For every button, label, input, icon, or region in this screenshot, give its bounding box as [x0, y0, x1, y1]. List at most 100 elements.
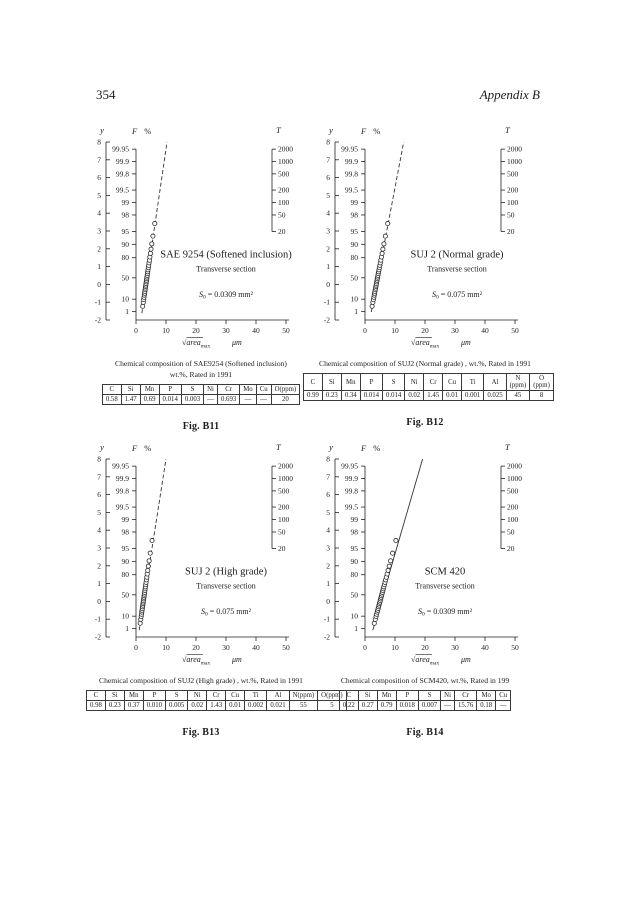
tick-label: 200 [278, 186, 290, 195]
page-number: 354 [96, 87, 116, 102]
tick-label: 95 [351, 227, 359, 236]
tick-label: 99 [351, 198, 359, 207]
table-cell: 15.76 [453, 700, 478, 712]
table-row: 0.98 0.23 0.37 0.010 0.005 0.02 1.43 0.01 0.002 0… [86, 700, 347, 712]
tick-label: 3 [326, 544, 330, 553]
figure-b11: 8 7 6 5 4 3 2 1 0 -1 -2 99.95 99.9 99.8 99.5 99 98 95 90 80… [86, 120, 316, 432]
tick-label: 1 [326, 579, 330, 588]
data-point [393, 538, 399, 544]
tick-label: 1 [125, 307, 129, 316]
data-point [148, 246, 154, 252]
tick-label: -2 [324, 633, 330, 642]
table-caption-b13: Chemical composition of SUJ2 (High grade… [86, 675, 316, 686]
table-caption-b14: Chemical composition of SCM420, wt.%, Ra… [303, 675, 547, 686]
series-subtitle: Transverse section [415, 582, 474, 591]
tick-label: 0 [97, 597, 101, 606]
composition-table: C Si Mn P S Ni Cr Cu Ti Al N (ppm) O (ppm) 0.99 0.23 0… [303, 372, 554, 402]
tick-label: 20 [507, 227, 515, 236]
tick-label: 0 [363, 643, 367, 652]
tick-label: 90 [122, 240, 130, 249]
tick-label: 3 [97, 227, 101, 236]
table-header-cell: Ni [187, 689, 208, 702]
series-title: SUJ 2 (Normal grade) [410, 249, 504, 260]
tick-label: 10 [391, 326, 399, 335]
table-header-cell: Cr [206, 689, 227, 702]
tick-label: 8 [97, 455, 101, 464]
table-header-cell: S [417, 689, 442, 702]
tick-label: -1 [95, 615, 101, 624]
tick-label: 0 [363, 326, 367, 335]
data-points [369, 221, 391, 309]
tick-label: 500 [278, 486, 290, 495]
tick-label: 20 [421, 643, 429, 652]
tick-label: 20 [278, 544, 286, 553]
tick-label: 1 [97, 579, 101, 588]
table-header-cell: Ni [203, 383, 218, 396]
table-row: C Si Mn P S Ni Cr Cu Ti Al N (ppm) O (ppm) [303, 372, 554, 392]
tick-label: 98 [122, 210, 130, 219]
table-cell: 0.98 [86, 700, 106, 712]
data-point [379, 250, 385, 256]
data-point [145, 563, 151, 569]
table-header-cell: Cu [495, 689, 512, 702]
tick-label: 7 [326, 472, 330, 481]
tick-label: 99.8 [345, 169, 358, 178]
tick-label: 2000 [507, 145, 522, 154]
tick-label: 8 [326, 138, 330, 147]
tick-label: 0 [134, 326, 138, 335]
table-cell: 0.002 [244, 700, 268, 712]
tick-label: 6 [97, 173, 101, 182]
tick-label: 99.9 [345, 157, 358, 166]
composition-table: C Si Mn P S Ni Cr Mo Cu 0.22 0.27 0.79 0.018 0.007—15… [338, 689, 512, 712]
tick-label: 50 [122, 273, 130, 282]
table-cell: 0.58 [101, 394, 122, 406]
data-point [149, 241, 155, 247]
composition-table-b13: C Si Mn P S Ni Cr Cu Ti Al N(ppm) O(ppm) 0.98 0.23 0.3… [86, 689, 347, 712]
tick-label: 99.95 [341, 462, 358, 471]
tick-label: 98 [351, 527, 359, 536]
series-title: SCM 420 [425, 566, 466, 577]
table-header-cell: N (ppm) [505, 372, 531, 392]
composition-table-b11: C Si Mn P S Ni Cr Mo Cu O(ppm) 0.58 1.47 0.69 0.014 0.… [86, 383, 316, 406]
tick-label: 2 [326, 561, 330, 570]
tick-label: 5 [326, 508, 330, 517]
tick-label: 5 [97, 191, 101, 200]
tick-label: 1000 [278, 474, 293, 483]
composition-table: C Si Mn P S Ni Cr Cu Ti Al N(ppm) O(ppm) 0.98 0.23 0.3… [86, 689, 347, 712]
data-points [137, 538, 155, 626]
table-header-cell: C [303, 372, 323, 392]
tick-label: 1 [354, 307, 358, 316]
tick-label: 10 [351, 612, 359, 621]
tick-label: 20 [278, 227, 286, 236]
y-axis-title: y [99, 442, 104, 452]
tick-label: 50 [278, 527, 286, 536]
series-subtitle: Transverse section [196, 265, 255, 274]
tick-label: 2 [326, 244, 330, 253]
axes [105, 458, 289, 641]
caption-line: wt.%, Rated in 1991 [169, 370, 233, 379]
tick-label: 80 [122, 253, 130, 262]
table-cell: 0.014 [158, 394, 182, 406]
table-caption-b11: Chemical composition of SAE9254 (Softene… [86, 358, 316, 380]
tick-label: 80 [351, 570, 359, 579]
tick-label: 100 [507, 198, 519, 207]
table-header-cell: Si [104, 689, 125, 702]
table-header-cell: Mn [376, 689, 397, 702]
x-axis-unit: μm [231, 655, 242, 664]
table-cell: 0.693 [216, 394, 241, 406]
figure-label-b11: Fig. B11 [182, 421, 220, 433]
table-header-cell: Si [321, 372, 342, 392]
caption-line: Chemical composition of SUJ2 (Normal gra… [319, 359, 531, 368]
probability-plot-b11: 876543210-1-299.9599.999.899.59998959080… [95, 125, 294, 350]
chart-container-b11: 8 7 6 5 4 3 2 1 0 -1 -2 99.95 99.9 99.8 99.5 99 98 95 90 80… [86, 120, 316, 356]
table-cell: 0.23 [104, 700, 125, 712]
table-header-cell: P [395, 689, 419, 702]
table-cell: 8 [529, 390, 554, 402]
tick-label: 1 [326, 262, 330, 271]
tick-label: 6 [326, 490, 330, 499]
tick-label: 40 [481, 643, 489, 652]
tick-label: -1 [95, 298, 101, 307]
table-row: 0.58 1.47 0.69 0.014 0.003—0.693— —20 [101, 394, 301, 406]
tick-label: 40 [252, 326, 260, 335]
data-point [390, 550, 396, 556]
